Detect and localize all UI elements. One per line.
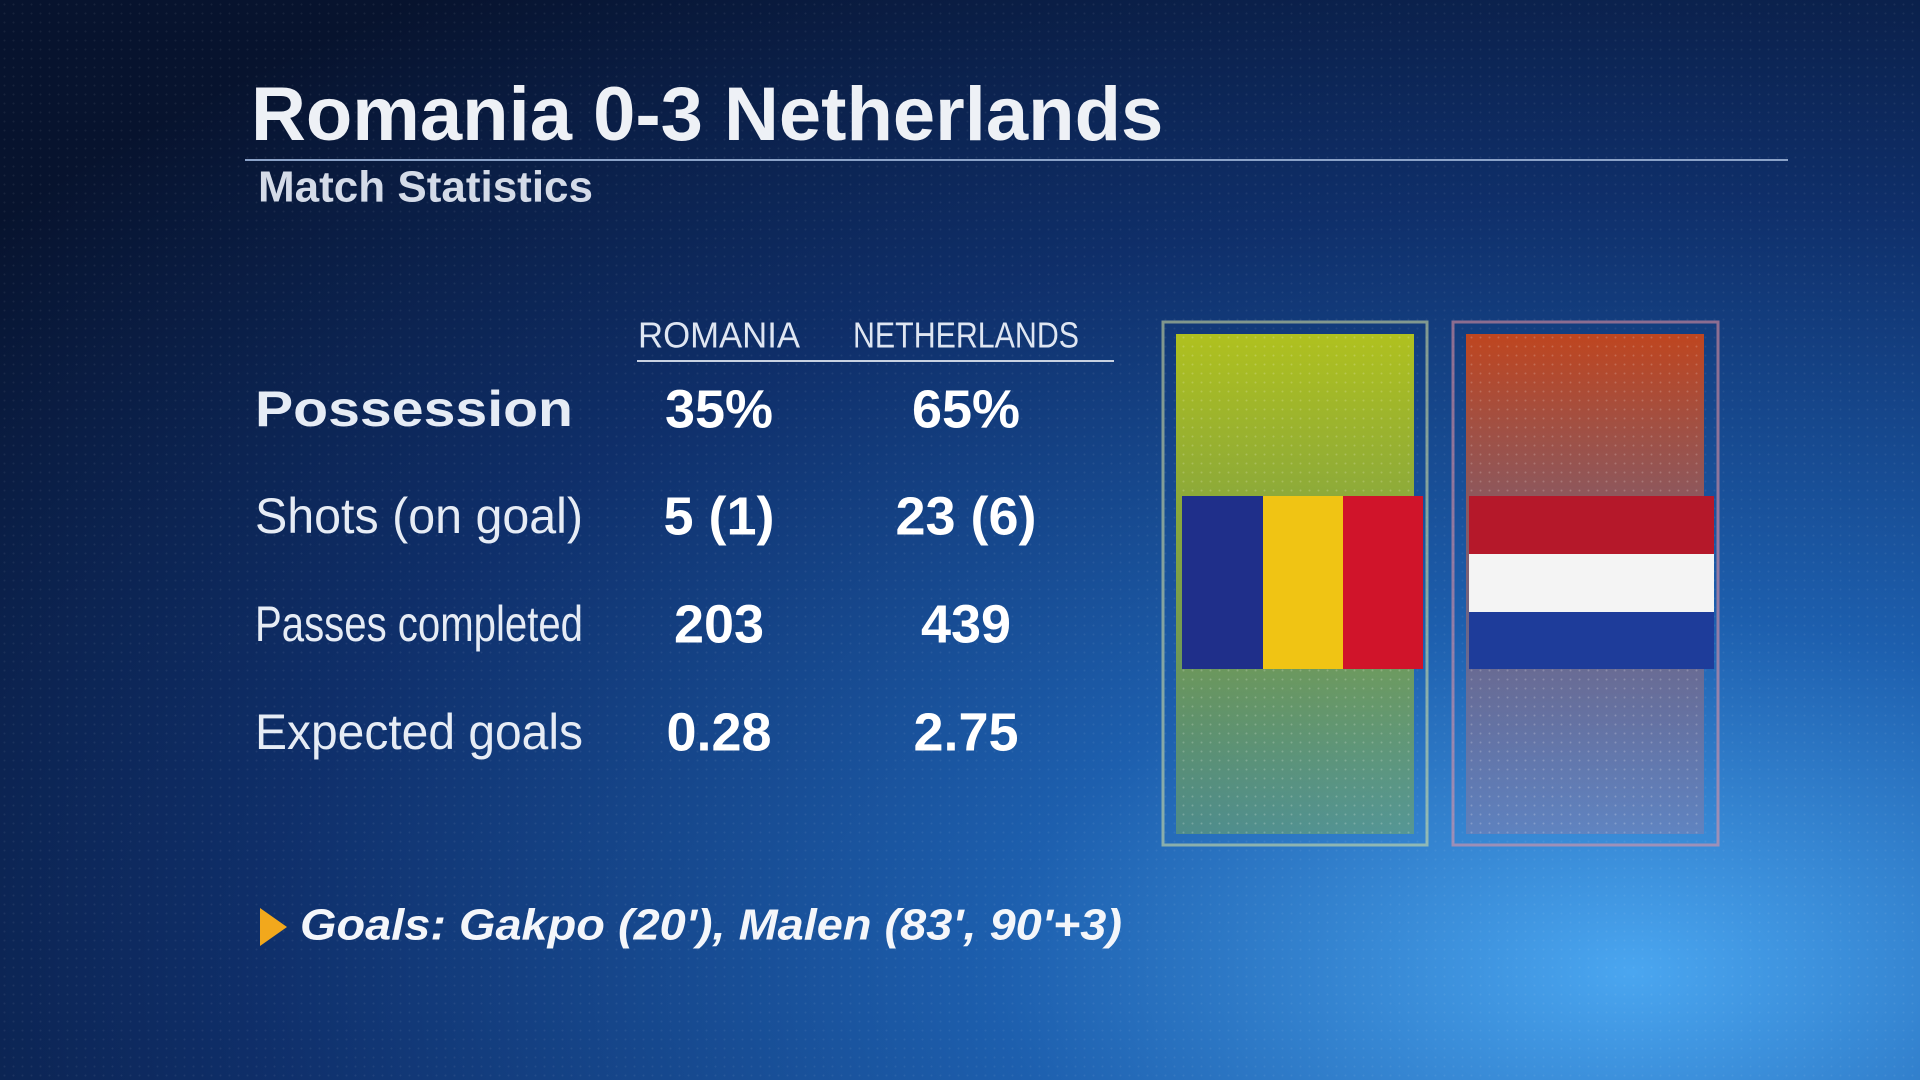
bullet-icon: [260, 908, 287, 946]
title: Romania 0-3 Netherlands: [251, 72, 1163, 157]
netherlands-value: 65%: [912, 379, 1020, 439]
row-label: Expected goals: [255, 704, 583, 760]
romania-panel: [1161, 320, 1429, 847]
netherlands-panel: [1451, 320, 1720, 847]
row-label: Possession: [255, 381, 573, 437]
romania-value: 35%: [665, 379, 773, 439]
subtitle: Match Statistics: [258, 163, 593, 212]
row-label: Shots (on goal): [255, 488, 583, 544]
column-header: NETHERLANDS: [853, 315, 1079, 356]
netherlands-value: 23 (6): [895, 486, 1036, 546]
romania-value: 0.28: [666, 702, 771, 762]
netherlands-value: 2.75: [913, 702, 1018, 762]
goals-note: Goals: Gakpo (20'), Malen (83', 90'+3): [300, 901, 1122, 950]
column-header: ROMANIA: [638, 315, 800, 356]
row-label: Passes completed: [255, 596, 583, 652]
romania-value: 203: [674, 594, 764, 654]
romania-value: 5 (1): [663, 486, 774, 546]
netherlands-value: 439: [921, 594, 1011, 654]
